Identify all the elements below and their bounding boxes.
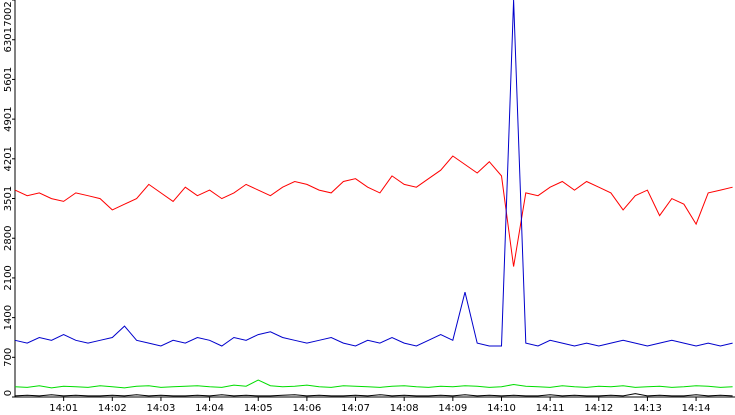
series-line: [14, 0, 733, 347]
x-tick-label: 14:10: [487, 403, 516, 414]
x-tick-label: 14:05: [244, 403, 273, 414]
y-tick-label: 1400: [3, 305, 14, 330]
series-line: [14, 155, 733, 267]
x-tick-label: 14:06: [292, 403, 321, 414]
y-tick-label: 2800: [3, 226, 14, 251]
y-tick-label: 700: [3, 348, 14, 367]
series-line: [14, 379, 733, 389]
x-tick-label: 14:14: [682, 403, 711, 414]
x-tick-label: 14:09: [438, 403, 467, 414]
x-tick-label: 14:11: [536, 403, 565, 414]
y-tick-label: 4901: [3, 106, 14, 131]
series-line: [14, 393, 733, 397]
x-tick-label: 14:03: [147, 403, 176, 414]
y-tick-label: 2100: [3, 265, 14, 290]
y-tick-label: 0: [3, 390, 14, 396]
y-tick-label: 3501: [3, 186, 14, 211]
x-tick-label: 14:13: [633, 403, 662, 414]
x-tick-label: 14:04: [195, 403, 224, 414]
x-tick-label: 14:08: [390, 403, 419, 414]
y-tick-label: 4201: [3, 146, 14, 171]
y-tick-label: 5601: [3, 67, 14, 92]
x-tick-label: 14:07: [341, 403, 370, 414]
x-tick-label: 14:12: [584, 403, 613, 414]
y-tick-label: 6301: [3, 27, 14, 52]
x-tick-label: 14:01: [49, 403, 78, 414]
y-tick-label: 7002: [3, 1, 14, 26]
x-tick-label: 14:02: [98, 403, 127, 414]
